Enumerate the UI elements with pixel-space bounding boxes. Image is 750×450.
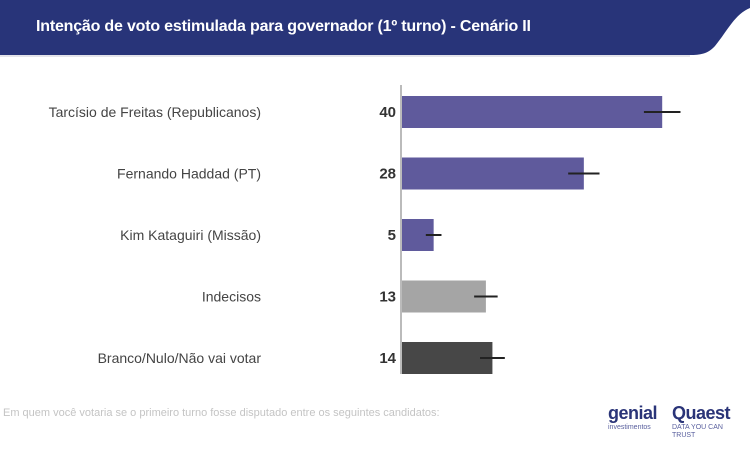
genial-logo: genial investimentos — [608, 403, 658, 432]
category-label: Fernando Haddad (PT) — [117, 166, 261, 182]
quaest-logo-sub: DATA YOU CAN TRUST — [672, 424, 723, 439]
genial-logo-sub: investimentos — [608, 424, 651, 431]
category-label: Kim Kataguiri (Missão) — [120, 227, 261, 243]
bar — [401, 342, 493, 374]
category-label: Branco/Nulo/Não vai votar — [98, 350, 262, 366]
bar — [401, 96, 663, 128]
genial-logo-text: genial — [608, 403, 658, 423]
quaest-logo-text: Quaest — [672, 403, 731, 423]
value-label: 40 — [379, 104, 396, 121]
value-label: 28 — [379, 166, 396, 183]
header-banner — [0, 0, 750, 57]
category-label: Indecisos — [202, 289, 261, 305]
bar — [401, 157, 584, 190]
value-label: 13 — [379, 289, 396, 306]
category-label: Tarcísio de Freitas (Republicanos) — [49, 104, 261, 120]
bar-chart: 40 Tarcísio de Freitas (Republicanos) 28 Fe… — [49, 85, 681, 374]
bar — [401, 280, 486, 313]
value-label: 5 — [388, 227, 396, 244]
chart-title: Intenção de voto estimulada para governa… — [36, 18, 531, 35]
value-label: 14 — [379, 350, 396, 367]
quaest-logo: Quaest DATA YOU CAN TRUST — [672, 404, 732, 440]
question-footnote: Em quem você votaria se o primeiro turno… — [3, 407, 440, 419]
